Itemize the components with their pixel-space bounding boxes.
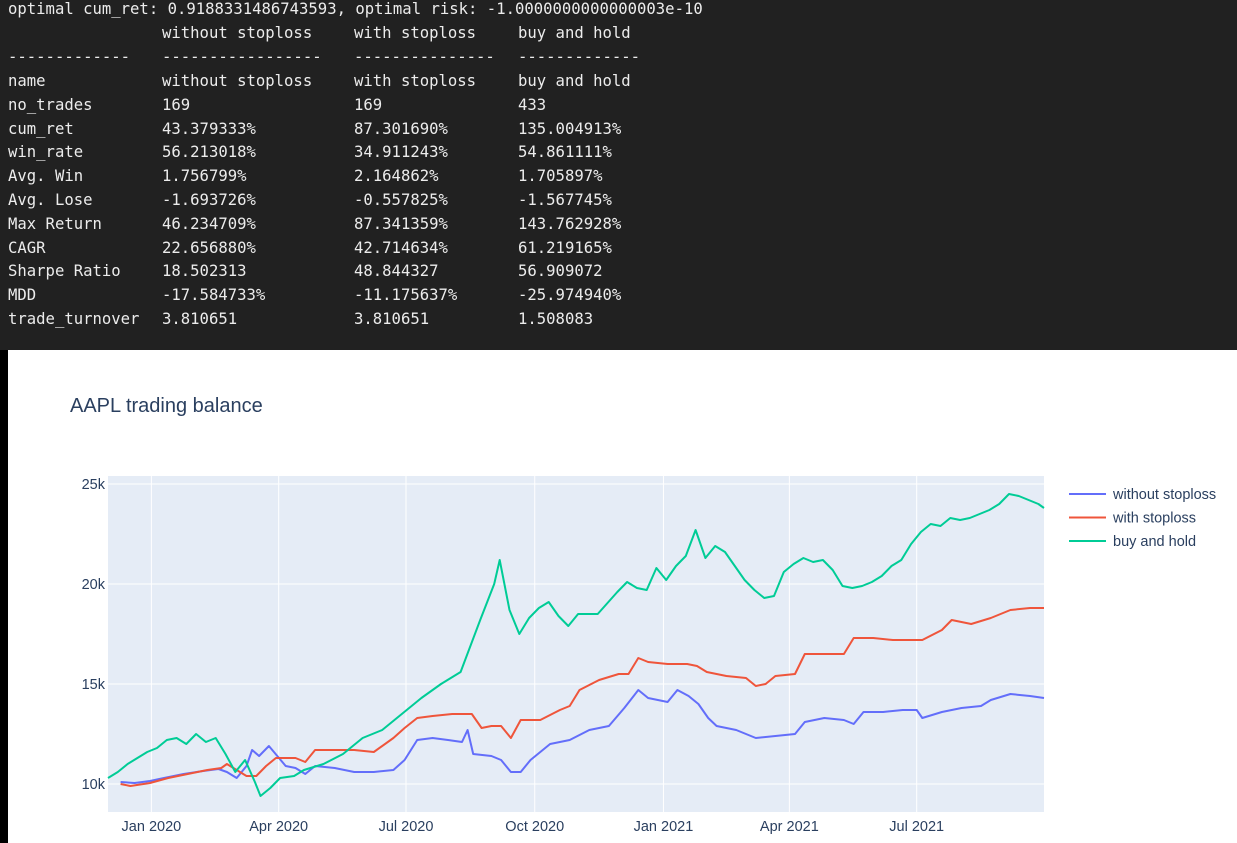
table-cell: 48.844327	[354, 262, 439, 281]
table-cell: buy and hold	[518, 72, 631, 90]
series-line-with-stoploss	[120, 607, 1044, 787]
table-cell: 143.762928%	[518, 214, 622, 233]
header-cell: buy and hold	[518, 24, 631, 42]
optimal-result-line: optimal cum_ret: 0.9188331486743593, opt…	[8, 0, 703, 18]
table-cell: 1.705897%	[518, 167, 603, 186]
table-cell: without stoploss	[162, 72, 313, 90]
table-cell: win_rate	[8, 143, 84, 162]
table-cell: 87.341359%	[354, 214, 448, 233]
table-cell: trade_turnover	[8, 310, 140, 328]
table-cell: no_trades	[8, 95, 93, 114]
table-cell: -17.584733%	[162, 286, 266, 305]
table-cell: cum_ret	[8, 119, 74, 138]
table-cell: 56.909072	[518, 262, 603, 281]
x-tick-label: Apr 2020	[249, 819, 308, 835]
plot-background	[108, 476, 1044, 812]
table-cell: 433	[518, 95, 547, 114]
table-cell: 3.810651	[354, 310, 430, 328]
y-tick-label: 20k	[82, 577, 106, 593]
x-tick-label: Jul 2020	[379, 819, 434, 835]
table-cell: 2.164862%	[354, 167, 439, 186]
separator-cell: -----------------	[162, 48, 322, 66]
x-tick-label: Jan 2021	[634, 819, 694, 835]
table-cell: 18.502313	[162, 262, 247, 281]
table-cell: 43.379333%	[162, 119, 256, 138]
header-cell: with stoploss	[354, 24, 477, 42]
table-cell: 54.861111%	[518, 143, 612, 162]
table-cell: -1.693726%	[162, 191, 256, 209]
table-cell: 135.004913%	[518, 119, 622, 138]
table-cell: with stoploss	[354, 72, 477, 90]
legend-label: with stoploss	[1112, 511, 1196, 527]
table-cell: -1.567745%	[518, 191, 612, 209]
x-tick-label: Apr 2021	[760, 819, 819, 835]
table-cell: 169	[354, 95, 383, 114]
y-tick-label: 25k	[82, 477, 106, 493]
table-cell: Avg. Lose	[8, 191, 93, 209]
table-cell: 1.756799%	[162, 167, 247, 186]
table-cell: 1.508083	[518, 310, 594, 328]
table-cell: MDD	[8, 286, 37, 305]
y-tick-label: 10k	[82, 777, 106, 793]
table-cell: -11.175637%	[354, 286, 458, 305]
table-cell: 34.911243%	[354, 143, 448, 162]
series-line-buy-and-hold	[107, 493, 1045, 797]
table-cell: 87.301690%	[354, 119, 448, 138]
table-cell: 3.810651	[162, 310, 238, 328]
separator-cell: ---------------	[354, 48, 495, 66]
table-cell: Sharpe Ratio	[8, 262, 121, 281]
table-cell: name	[8, 72, 46, 90]
table-cell: 61.219165%	[518, 238, 612, 257]
legend-label: buy and hold	[1113, 534, 1196, 550]
chart-title: AAPL trading balance	[70, 395, 263, 417]
plot-panel: AAPL trading balance Jan 2020 Apr 2020 Jul …	[8, 350, 1237, 843]
table-cell: 56.213018%	[162, 143, 256, 162]
table-cell: Max Return	[8, 214, 102, 233]
table-cell: 22.656880%	[162, 238, 256, 257]
table-cell: 169	[162, 95, 191, 114]
table-cell: 46.234709%	[162, 214, 256, 233]
x-tick-label: Oct 2020	[505, 819, 564, 835]
table-cell: CAGR	[8, 238, 46, 257]
console-output: optimal cum_ret: 0.9188331486743593, opt…	[0, 0, 1237, 350]
series-line-without-stoploss	[120, 689, 1045, 784]
table-cell: -0.557825%	[354, 191, 448, 209]
x-tick-label: Jan 2020	[122, 819, 182, 835]
table-cell: 42.714634%	[354, 238, 448, 257]
separator-cell: -------------	[8, 48, 131, 66]
table-cell: -25.974940%	[518, 286, 622, 305]
x-tick-label: Jul 2021	[889, 819, 944, 835]
separator-cell: -------------	[518, 48, 641, 66]
trading-balance-chart: AAPL trading balance Jan 2020 Apr 2020 Jul …	[70, 395, 1216, 835]
legend-label: without stoploss	[1112, 487, 1216, 503]
header-cell: without stoploss	[162, 24, 313, 42]
table-cell: Avg. Win	[8, 167, 84, 186]
y-tick-label: 15k	[82, 677, 106, 693]
